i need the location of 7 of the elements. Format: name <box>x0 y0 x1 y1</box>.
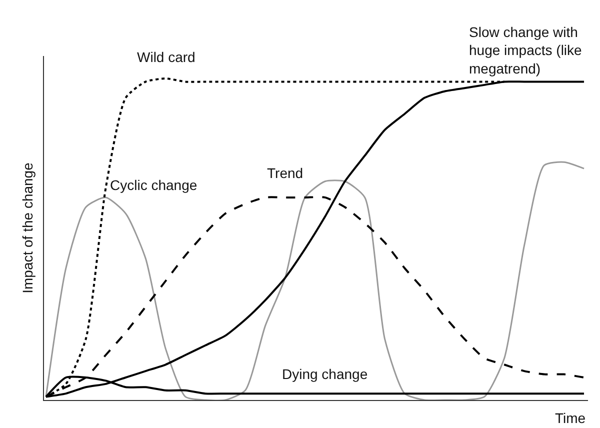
x-axis-title: Time <box>555 410 586 426</box>
series-label: Dying change <box>282 366 368 382</box>
series-label: Trend <box>267 165 304 181</box>
y-axis-title: Impact of the change <box>20 162 36 294</box>
series-label: Wild card <box>137 49 196 65</box>
series-label: Cyclic change <box>110 177 198 193</box>
series-label: Slow change with huge impacts (like megatrend) <box>469 24 582 76</box>
